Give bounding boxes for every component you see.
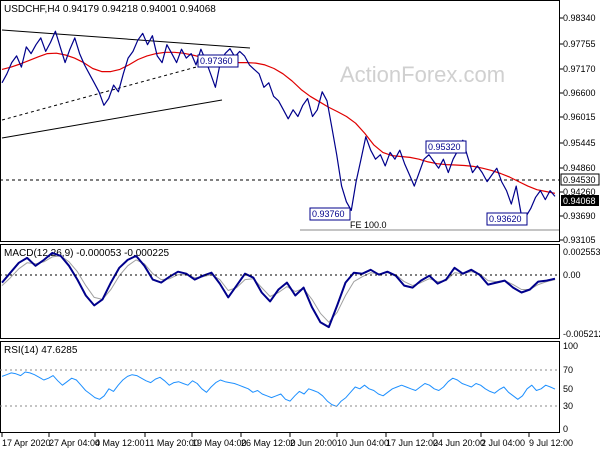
trendline-upper	[1, 29, 251, 49]
xtick-label: 11 May 20:00	[145, 438, 199, 448]
macd-ytick-top: 0.002553	[563, 247, 600, 257]
price-ytick-label: 0.93105	[563, 235, 596, 245]
rsi-ytick-30: 30	[563, 401, 573, 411]
rsi-title: RSI(14) 47.6285	[4, 345, 78, 356]
price-ytick-label: 0.93690	[563, 211, 596, 221]
price-label-1: 0.97360	[197, 54, 239, 68]
macd-title: MACD(12,26,9) -0.000053 -0.000225	[4, 248, 170, 259]
price-label-3: 0.95320	[425, 140, 467, 154]
xtick-label: 9 Jul 12:00	[529, 438, 573, 448]
price-ytick-label: 0.94260	[563, 187, 596, 197]
xtick-label: 27 Apr 04:00	[49, 438, 100, 448]
price-label-3-text: 0.95320	[428, 142, 461, 152]
macd-ytick-bottom: -0.005212	[563, 329, 600, 339]
xtick-label: 4 May 12:00	[95, 438, 145, 448]
ma-series-line	[1, 51, 556, 194]
watermark: ActionForex.com	[340, 62, 505, 87]
rsi-panel	[0, 341, 560, 433]
xtick-label: 24 Jun 20:00	[433, 438, 485, 448]
fe-annotation: FE 100.0	[350, 220, 387, 230]
rsi-ytick-100: 100	[563, 341, 578, 351]
price-series-line	[1, 30, 556, 218]
price-label-4-text: 0.93620	[489, 214, 522, 224]
price-label-4: 0.93620	[486, 212, 528, 226]
xtick-label: 17 Jun 12:00	[386, 438, 438, 448]
xtick-label: 2 Jun 20:00	[290, 438, 337, 448]
xtick-label: 10 Jun 04:00	[337, 438, 389, 448]
price-panel	[0, 0, 560, 242]
price-ytick-label: 0.94860	[563, 163, 596, 173]
current-price-tag	[561, 195, 599, 206]
level-tag-text: 0.94530	[563, 175, 596, 185]
price-label-2-text: 0.93760	[312, 209, 345, 219]
price-title: USDCHF,H4 0.94179 0.94218 0.94001 0.9406…	[4, 4, 216, 15]
macd-line	[1, 251, 556, 329]
price-label-1-text: 0.97360	[200, 56, 233, 66]
rsi-ytick-0: 0	[563, 424, 568, 434]
price-ytick-label: 0.95445	[563, 138, 596, 148]
rsi-ytick-70: 70	[563, 365, 573, 375]
xtick-label: 17 Apr 2020	[2, 438, 51, 448]
trendline-lower	[1, 99, 223, 139]
price-ytick-label: 0.97755	[563, 39, 596, 49]
rsi-line	[1, 371, 556, 407]
macd-ytick-zero: 0.00	[563, 270, 581, 280]
price-ytick-label: 0.96600	[563, 88, 596, 98]
price-ytick-label: 0.96015	[563, 112, 596, 122]
level-tag	[560, 173, 600, 186]
macd-panel	[0, 244, 560, 339]
xtick-label: 2 Jul 04:00	[481, 438, 525, 448]
price-ytick-label: 0.98340	[563, 13, 596, 23]
price-label-2: 0.93760	[309, 207, 351, 221]
rsi-ytick-50: 50	[563, 384, 573, 394]
current-price-text: 0.94068	[563, 196, 596, 206]
price-ytick-label: 0.97170	[563, 64, 596, 74]
xtick-label: 26 May 12:00	[241, 438, 296, 448]
xtick-label: 19 May 04:00	[192, 438, 247, 448]
